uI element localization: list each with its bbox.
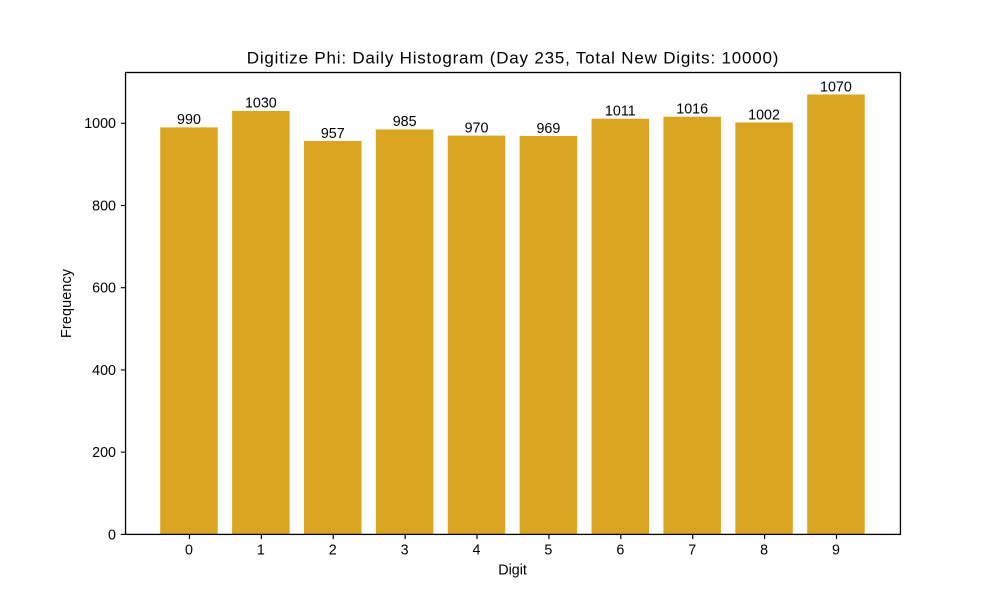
svg-text:Frequency: Frequency	[59, 268, 75, 338]
svg-text:Digitize Phi: Daily Histogram: Digitize Phi: Daily Histogram (Day 235, …	[247, 49, 779, 68]
svg-text:990: 990	[177, 112, 201, 128]
svg-text:4: 4	[473, 542, 481, 558]
svg-text:969: 969	[536, 121, 560, 137]
svg-text:1: 1	[257, 542, 265, 558]
svg-text:0: 0	[185, 542, 193, 558]
svg-text:3: 3	[401, 542, 409, 558]
svg-text:200: 200	[92, 445, 116, 461]
svg-text:Digit: Digit	[498, 563, 527, 579]
svg-text:1016: 1016	[676, 102, 708, 118]
svg-text:970: 970	[465, 120, 489, 136]
svg-text:800: 800	[92, 198, 116, 214]
svg-text:0: 0	[108, 527, 116, 543]
svg-text:1030: 1030	[245, 96, 277, 112]
svg-text:957: 957	[321, 126, 345, 142]
svg-text:5: 5	[544, 542, 552, 558]
svg-text:6: 6	[616, 542, 624, 558]
svg-text:2: 2	[329, 542, 337, 558]
svg-text:1011: 1011	[605, 104, 636, 120]
svg-text:600: 600	[92, 281, 116, 297]
svg-text:1000: 1000	[84, 116, 116, 132]
svg-text:8: 8	[760, 542, 768, 558]
svg-text:1070: 1070	[820, 79, 852, 95]
svg-text:9: 9	[832, 542, 840, 558]
svg-text:985: 985	[393, 114, 417, 130]
svg-text:400: 400	[92, 363, 116, 379]
svg-text:7: 7	[688, 542, 696, 558]
svg-text:1002: 1002	[748, 107, 780, 123]
